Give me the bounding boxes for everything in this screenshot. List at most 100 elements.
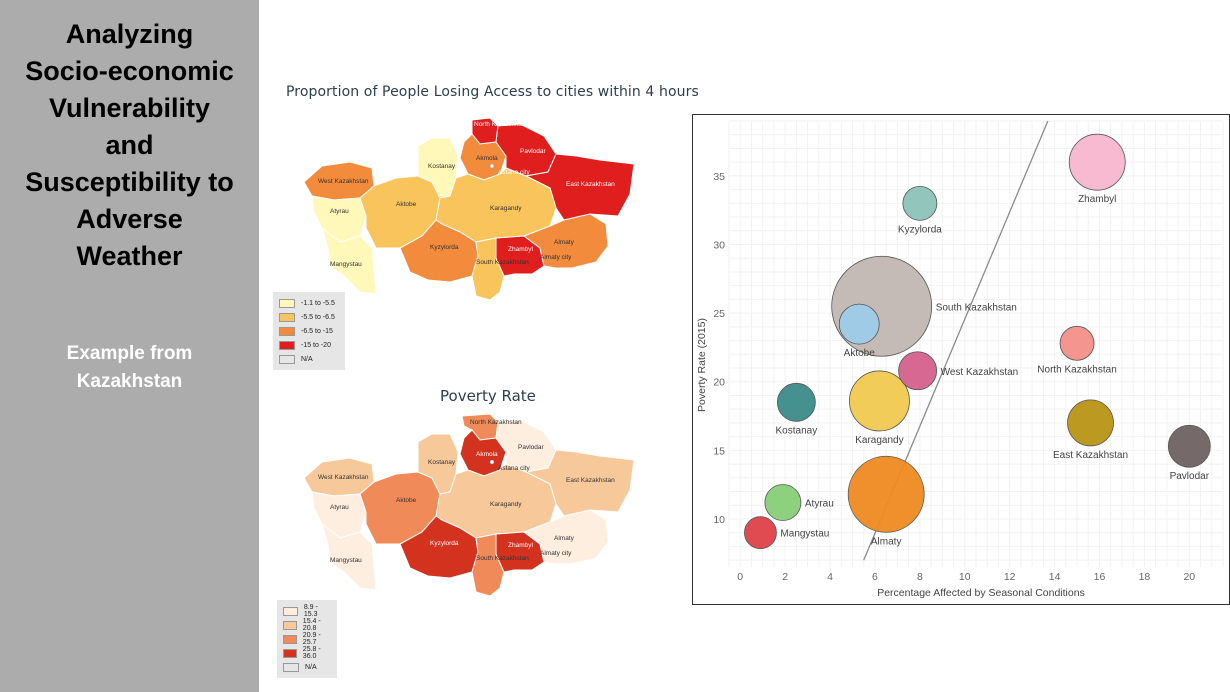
bubble-zhambyl <box>1068 133 1126 191</box>
map-label: Kyzylorda <box>430 540 459 547</box>
grid-layer <box>728 120 1224 567</box>
x-tick-label: 12 <box>1004 571 1016 583</box>
legend-item: 8.9 - 15.3 <box>283 604 331 618</box>
x-tick-label: 10 <box>959 571 971 583</box>
y-tick-label: 10 <box>713 514 725 526</box>
map-label: Zhambyl <box>508 542 533 549</box>
map-label: Kostanay <box>428 459 456 466</box>
map-label: Karagandy <box>490 501 522 508</box>
map-label: Kyzylorda <box>430 244 459 251</box>
bubble-label: Zhambyl <box>1078 194 1116 205</box>
bubble-label: Almaty <box>871 536 902 547</box>
bubble-karagandy <box>849 370 910 432</box>
map-city-astana <box>489 163 495 169</box>
x-tick-label: 6 <box>872 571 878 583</box>
bubble-label: North Kazakhstan <box>1037 364 1117 375</box>
bubble-label: Mangystau <box>780 529 829 540</box>
map-label: Astana city <box>498 169 531 176</box>
legend-item: 20.9 - 25.7 <box>283 632 331 646</box>
tick-layer: 0 2 4 6 8 10 12 14 16 18 20 10 15 20 25 30 35 <box>713 171 1195 583</box>
x-tick-label: 18 <box>1139 571 1151 583</box>
bubble-pavlodar <box>1167 424 1211 468</box>
map-label: Pavlodar <box>518 444 544 451</box>
bubble-chart-svg: Zhambyl Kyzylorda South Kazakhstan Aktobe No… <box>696 120 1224 599</box>
map-region-almaty <box>522 509 609 565</box>
map-label: South Kazakhstan <box>476 259 529 266</box>
map-region-mangystau <box>321 226 377 295</box>
x-tick-label: 4 <box>827 571 833 583</box>
map-label: North Kazakhstan <box>474 121 526 128</box>
bubble-label: West Kazakhstan <box>941 367 1019 378</box>
map-label: East Kazakhstan <box>566 181 615 188</box>
bubble-east-kazakhstan <box>1067 399 1114 447</box>
x-tick-label: 2 <box>782 571 788 583</box>
y-tick-label: 25 <box>713 308 725 320</box>
label-layer: Zhambyl Kyzylorda South Kazakhstan Aktobe No… <box>776 194 1210 547</box>
x-tick-label: 14 <box>1049 571 1061 583</box>
y-tick-label: 35 <box>713 171 725 183</box>
legend-item: 15.4 - 20.8 <box>283 618 331 632</box>
bubble-north-kazakhstan <box>1059 325 1095 361</box>
slide-title-line: Adverse <box>76 204 183 234</box>
y-tick-label: 15 <box>713 445 725 457</box>
legend-item: -6.5 to -15 <box>279 324 339 338</box>
map-label: Zhambyl <box>508 246 533 253</box>
bubble-label: Kyzylorda <box>898 224 942 235</box>
slide-title-line: Susceptibility to <box>25 167 234 197</box>
slide-title: Analyzing Socio-economic Vulnerability a… <box>0 16 259 275</box>
map-label: North Kazakhstan <box>470 419 522 426</box>
legend-item: N/A <box>283 660 331 674</box>
map-label: Akmola <box>476 451 498 458</box>
access-map-title: Proportion of People Losing Access to ci… <box>286 84 699 100</box>
map-label: Kostanay <box>428 163 456 170</box>
y-tick-label: 20 <box>713 377 725 389</box>
map-label: Karagandy <box>490 205 522 212</box>
slide-title-line: Weather <box>76 241 183 271</box>
bubble-label: Aktobe <box>844 348 876 359</box>
poverty-map-title: Poverty Rate <box>440 387 536 405</box>
slide-title-line: Analyzing <box>65 19 194 49</box>
map-region-mangystau <box>321 522 377 591</box>
map-label: Aktobe <box>396 497 417 504</box>
bubble-kostanay <box>776 382 816 422</box>
bubble-atyrau <box>764 484 802 521</box>
slide-subtitle-line: Kazakhstan <box>76 371 183 392</box>
bubble-south-kazakhstan <box>831 255 933 357</box>
slide-title-line: Vulnerability <box>48 93 211 123</box>
legend-item: N/A <box>279 352 339 366</box>
x-tick-label: 8 <box>917 571 923 583</box>
map-label: Atyrau <box>330 504 349 511</box>
bubble-aktobe <box>838 303 880 345</box>
bubble-almaty <box>847 455 925 533</box>
map-label: Almaty <box>554 239 575 246</box>
map-label: Almaty city <box>540 254 572 261</box>
map-label: Almaty <box>554 535 575 542</box>
map-label: Mangystau <box>330 557 362 564</box>
map-label: Atyrau <box>330 208 349 215</box>
bubble-layer <box>744 133 1211 550</box>
bubble-mangystau <box>744 516 777 550</box>
map-label: Aktobe <box>396 201 417 208</box>
bubble-label: Atyrau <box>805 499 834 510</box>
map-label: Almaty city <box>540 550 572 557</box>
access-map-legend: -1.1 to -5.5 -5.5 to -6.5 -6.5 to -15 -1… <box>273 292 345 370</box>
x-axis-title: Percentage Affected by Seasonal Conditio… <box>877 587 1085 599</box>
bubble-label: East Kazakhstan <box>1053 450 1128 461</box>
bubble-label: Pavlodar <box>1170 471 1210 482</box>
map-city-astana <box>489 459 495 465</box>
map-label: West Kazakhstan <box>318 178 369 185</box>
y-tick-label: 30 <box>713 240 725 252</box>
map-region-atyrau <box>311 491 367 539</box>
slide-title-line: Socio-economic <box>25 56 234 86</box>
bubble-label: Kostanay <box>776 425 818 436</box>
map-label: East Kazakhstan <box>566 477 615 484</box>
map-label: Astana city <box>498 465 531 472</box>
map-region-atyrau <box>311 195 367 243</box>
map-label: Akmola <box>476 155 498 162</box>
slide-title-line: and <box>105 130 154 160</box>
bubble-label: South Kazakhstan <box>936 302 1017 313</box>
legend-item: -1.1 to -5.5 <box>279 296 339 310</box>
map-region-almaty <box>522 213 609 269</box>
x-tick-label: 0 <box>737 571 743 583</box>
poverty-map-legend: 8.9 - 15.3 15.4 - 20.8 20.9 - 25.7 25.8 … <box>277 600 337 678</box>
